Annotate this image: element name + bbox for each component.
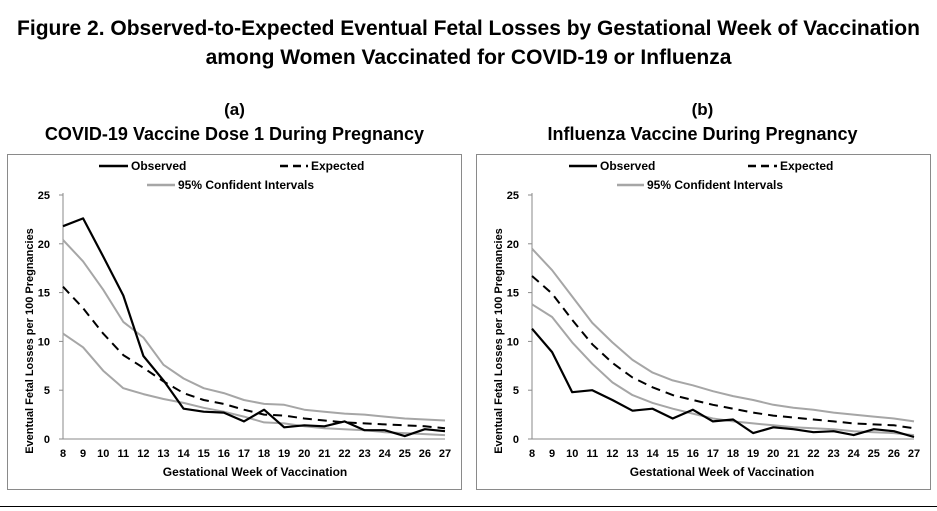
x-tick-label: 8	[60, 448, 66, 460]
chart-a: Observed Expected 95% Confident Interval…	[24, 159, 451, 479]
y-tick-label: 15	[507, 288, 519, 300]
y-tick-label: 25	[38, 190, 50, 202]
x-tick-label: 21	[318, 448, 330, 460]
legend: Observed Expected 95% Confident Interval…	[99, 159, 364, 192]
x-tick-label: 21	[787, 448, 799, 460]
x-tick-label: 18	[258, 448, 270, 460]
chart-a-series-expected-line	[62, 286, 446, 430]
x-tick-label: 24	[848, 448, 861, 460]
x-tick-label: 26	[888, 448, 900, 460]
y-tick-label: 5	[513, 385, 519, 397]
x-tick-label: 10	[97, 448, 109, 460]
legend: Observed Expected 95% Confident Interval…	[569, 159, 833, 192]
chart-b-series-expected-line	[531, 275, 915, 430]
x-tick-label: 24	[379, 448, 392, 460]
legend-expected-label: Expected	[780, 159, 833, 173]
legend-ci-label: 95% Confident Intervals	[178, 178, 314, 192]
x-tick-label: 16	[218, 448, 230, 460]
y-tick-label: 15	[38, 288, 50, 300]
x-tick-label: 14	[647, 448, 660, 460]
x-tick-label: 15	[667, 448, 679, 460]
x-tick-label: 15	[198, 448, 210, 460]
legend-observed-label: Observed	[600, 159, 655, 173]
chart-a-series-ci-3-line	[62, 332, 446, 437]
y-tick-label: 0	[44, 434, 50, 446]
y-tick-label: 10	[38, 336, 50, 348]
x-tick-label: 20	[298, 448, 310, 460]
x-tick-label: 12	[137, 448, 149, 460]
x-tick-label: 22	[338, 448, 350, 460]
bottom-rule	[0, 506, 937, 507]
x-tick-label: 17	[238, 448, 250, 460]
figure-title-line1: Figure 2. Observed-to-Expected Eventual …	[17, 17, 920, 40]
x-tick-label: 23	[358, 448, 370, 460]
panel-b-title: Influenza Vaccine During Pregnancy	[547, 124, 858, 144]
chart-b: Observed Expected 95% Confident Interval…	[493, 159, 920, 479]
legend-expected-label: Expected	[311, 159, 364, 173]
y-axis-label: Eventual Fetal Losses per 100 Pregnancie…	[24, 228, 36, 454]
panel-b-tag: (b)	[691, 100, 714, 119]
legend-ci-label: 95% Confident Intervals	[647, 178, 783, 192]
x-tick-label: 11	[117, 448, 129, 460]
figure-title: Figure 2. Observed-to-Expected Eventual …	[0, 14, 937, 72]
chart-b-frame: Observed Expected 95% Confident Interval…	[476, 154, 931, 490]
legend-observed-label: Observed	[131, 159, 186, 173]
x-tick-label: 11	[586, 448, 598, 460]
x-tick-label: 10	[566, 448, 578, 460]
y-axis-label: Eventual Fetal Losses per 100 Pregnancie…	[493, 228, 505, 454]
x-tick-label: 9	[80, 448, 86, 460]
chart-a-series-ci-2-line	[62, 239, 446, 422]
x-tick-label: 14	[178, 448, 191, 460]
x-tick-label: 20	[767, 448, 779, 460]
x-tick-label: 16	[687, 448, 699, 460]
y-tick-label: 10	[507, 336, 519, 348]
x-tick-label: 13	[626, 448, 638, 460]
x-tick-label: 18	[727, 448, 739, 460]
chart-a-series-observed-line	[62, 217, 446, 438]
x-tick-label: 13	[157, 448, 169, 460]
y-tick-label: 5	[44, 385, 50, 397]
x-axis-label: Gestational Week of Vaccination	[630, 465, 815, 479]
y-tick-label: 25	[507, 190, 519, 202]
x-tick-label: 27	[908, 448, 920, 460]
x-tick-label: 26	[419, 448, 431, 460]
figure-title-line2: among Women Vaccinated for COVID-19 or I…	[205, 46, 732, 69]
x-tick-label: 23	[827, 448, 839, 460]
x-tick-label: 27	[439, 448, 451, 460]
x-tick-label: 9	[549, 448, 555, 460]
panel-a-tag: (a)	[224, 100, 245, 119]
panel-a-title: COVID-19 Vaccine Dose 1 During Pregnancy	[44, 124, 425, 144]
x-tick-label: 19	[278, 448, 290, 460]
x-axis-label: Gestational Week of Vaccination	[163, 465, 348, 479]
x-tick-label: 12	[606, 448, 618, 460]
x-tick-label: 19	[747, 448, 759, 460]
chart-b-series-observed-line	[531, 327, 915, 439]
x-tick-label: 8	[529, 448, 535, 460]
y-tick-label: 20	[507, 239, 519, 251]
x-tick-label: 22	[807, 448, 819, 460]
x-tick-label: 17	[707, 448, 719, 460]
y-tick-label: 0	[513, 434, 519, 446]
chart-a-frame: Observed Expected 95% Confident Interval…	[7, 154, 462, 490]
chart-b-series-ci-2-line	[531, 248, 915, 423]
x-tick-label: 25	[868, 448, 880, 460]
y-tick-label: 20	[38, 239, 50, 251]
x-tick-label: 25	[399, 448, 411, 460]
